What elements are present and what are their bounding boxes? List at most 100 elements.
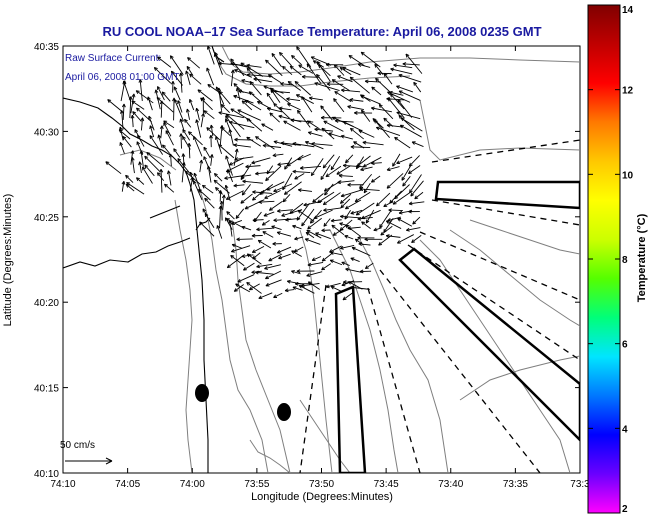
current-arrow <box>261 220 270 226</box>
current-arrow <box>242 179 264 184</box>
current-arrow <box>218 205 223 229</box>
current-arrow <box>412 216 421 225</box>
current-arrow <box>375 126 401 137</box>
current-arrow <box>240 62 264 77</box>
x-tick-label: 74:05 <box>115 479 140 490</box>
current-arrow <box>261 123 274 131</box>
current-arrow <box>251 157 271 165</box>
current-arrow <box>385 234 401 238</box>
current-arrow <box>358 242 371 247</box>
current-arrow <box>342 66 361 76</box>
current-arrow <box>322 192 341 206</box>
current-arrow <box>105 161 122 175</box>
current-arrow <box>187 143 192 159</box>
current-arrow <box>256 227 273 232</box>
current-arrow <box>292 224 302 230</box>
current-arrow <box>271 225 282 230</box>
current-arrow <box>241 225 252 231</box>
current-arrow <box>248 283 260 291</box>
current-arrow <box>292 286 303 291</box>
current-arrow <box>255 136 275 150</box>
contour-line <box>329 229 399 473</box>
dashed-line <box>419 231 580 301</box>
current-arrow <box>325 282 341 289</box>
current-arrow <box>298 284 315 294</box>
current-arrow <box>397 99 413 118</box>
current-arrow <box>349 127 364 140</box>
current-arrow <box>246 63 262 68</box>
current-arrow <box>157 134 163 148</box>
current-arrow <box>216 225 223 239</box>
current-arrow <box>291 55 303 66</box>
current-arrow <box>320 164 331 180</box>
current-arrow <box>149 135 164 155</box>
current-arrow <box>233 183 245 188</box>
current-arrow <box>313 209 333 220</box>
current-arrow <box>296 269 315 274</box>
current-arrow <box>364 237 383 242</box>
contour-line <box>419 99 580 161</box>
current-arrow <box>197 89 213 102</box>
current-arrow <box>371 161 382 166</box>
current-arrow <box>349 76 370 94</box>
current-arrow <box>240 174 252 179</box>
current-arrow <box>156 97 174 113</box>
current-arrow <box>173 148 181 158</box>
current-arrow <box>157 172 165 182</box>
y-tick-label: 40:30 <box>34 127 59 138</box>
current-arrow <box>233 94 254 104</box>
current-arrow <box>255 171 275 176</box>
current-arrow <box>136 177 145 185</box>
current-arrow <box>386 173 404 189</box>
current-arrow <box>344 199 362 210</box>
current-arrow <box>375 77 391 93</box>
current-arrow <box>169 55 184 76</box>
current-arrow <box>303 200 323 207</box>
current-arrow <box>324 183 334 196</box>
current-arrow <box>228 157 245 166</box>
current-arrow <box>278 253 291 260</box>
current-arrow <box>398 90 421 101</box>
current-arrow <box>399 124 422 138</box>
current-arrow <box>357 216 373 221</box>
traffic-lane-southeast <box>398 247 580 442</box>
current-arrow <box>332 228 344 236</box>
current-arrow <box>265 59 283 77</box>
current-arrow <box>394 136 411 149</box>
current-arrow <box>347 105 364 111</box>
current-arrow <box>159 168 164 193</box>
current-arrow <box>165 130 174 146</box>
current-arrow <box>321 228 331 233</box>
current-arrow <box>359 173 373 189</box>
current-arrow <box>140 117 145 131</box>
current-arrow <box>291 250 302 257</box>
current-arrow <box>195 107 200 121</box>
contour-line <box>299 399 351 473</box>
current-arrow <box>213 173 223 182</box>
current-arrow <box>163 122 172 137</box>
current-arrow <box>330 218 342 223</box>
current-arrow <box>204 213 215 228</box>
current-arrow <box>264 264 281 270</box>
current-arrow <box>280 82 293 86</box>
current-arrow <box>297 153 311 161</box>
current-arrow <box>262 231 274 238</box>
current-arrow <box>371 86 382 96</box>
figure-title: RU COOL NOAA–17 Sea Surface Temperature:… <box>102 24 541 39</box>
current-arrow <box>251 245 265 253</box>
current-arrow <box>138 79 143 102</box>
current-arrow <box>299 166 322 170</box>
current-arrow <box>410 180 424 197</box>
colorbar-tick-label: 14 <box>622 5 634 16</box>
current-arrow <box>289 65 302 76</box>
current-arrow <box>253 77 273 83</box>
current-arrow <box>263 211 275 217</box>
current-arrow <box>350 209 363 215</box>
current-arrow <box>340 198 351 209</box>
current-arrow <box>268 253 283 262</box>
current-arrow <box>306 63 322 84</box>
current-arrow <box>166 170 172 186</box>
dashed-line <box>431 199 580 226</box>
current-arrow <box>408 201 425 206</box>
